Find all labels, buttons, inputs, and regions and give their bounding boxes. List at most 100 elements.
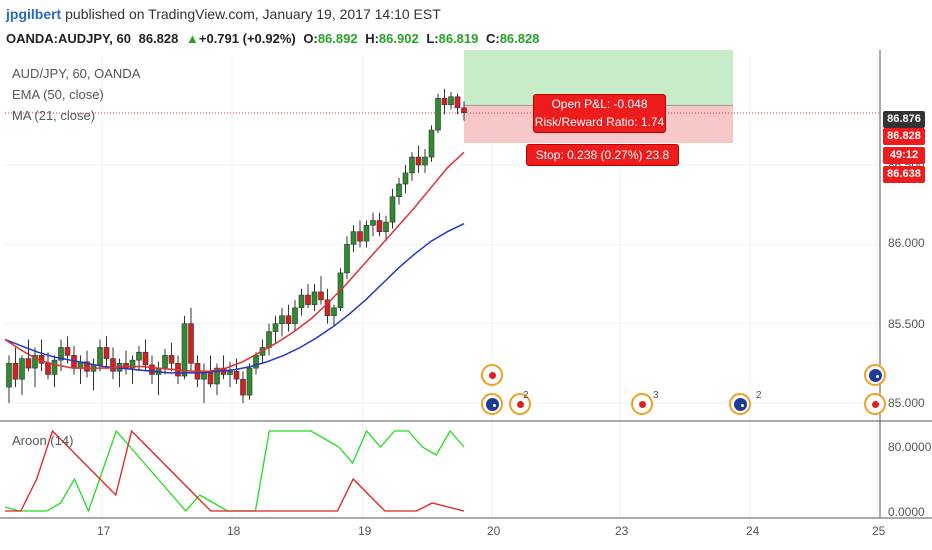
candle-body [441,98,448,106]
quote-bar: OANDA:AUDJPY, 60 86.828 ▲+0.791 (+0.92%)… [0,28,932,50]
candle-body [363,224,370,242]
candle-body [350,231,357,245]
candle-body [415,156,422,166]
candle-body [344,244,350,274]
event-count: 2 [756,390,762,401]
candle-body [240,378,246,396]
candle-body [110,358,116,372]
time-label-20: 20 [487,524,501,538]
au-flag-icon [486,398,499,411]
price-tick-85500: 85.500 [888,317,925,331]
candle-body [25,358,32,369]
author-link[interactable]: jpgilbert [6,6,62,22]
close-value: 86.828 [499,31,540,46]
candle-body [402,172,409,185]
aroon-tick-80: 80.0000 [888,440,932,454]
candle-body [129,359,136,369]
candle-body [207,370,214,385]
chart-canvas[interactable] [0,50,932,550]
event-dot-icon [872,401,879,408]
candle-body [84,361,90,372]
candle-body [448,96,454,106]
publish-header: jpgilbert published on TradingView.com, … [0,0,932,28]
economic-event-marker[interactable] [631,393,653,415]
candle-body [311,291,318,305]
candle-body [253,355,259,369]
event-dot-icon [489,372,496,379]
event-dot-icon [517,401,524,408]
candle-body [389,196,396,223]
ma-21-line [4,151,465,373]
open-value: 86.892 [317,31,358,46]
candle-body [318,291,324,301]
time-label-24: 24 [746,524,760,538]
candle-body [142,351,149,366]
economic-event-marker[interactable] [481,364,503,386]
price-box-upper: 86.876 [883,111,925,128]
candle-body [51,359,58,375]
au-flag-icon [869,369,882,382]
bar-countdown: 49:12 [883,147,925,164]
candle-body [233,370,240,380]
candle-body [422,156,428,166]
high-label: H: [365,31,379,46]
ma-legend[interactable]: MA (21, close) [12,108,96,123]
candle-body [454,96,461,109]
candle-body [103,347,110,359]
aroon-legend[interactable]: Aroon (14) [12,433,74,448]
chart-title: AUD/JPY, 60, OANDA [12,66,141,81]
aroon-up-line [4,429,465,513]
au-flag-icon [734,398,747,411]
candle-body [324,299,331,317]
candle-body [58,347,64,361]
candle-body [136,351,142,361]
last-price: 86.828 [138,31,179,46]
candle-body [227,370,233,375]
candle-body [266,331,272,348]
risk-reward: Risk/Reward Ratio: 1.74 [534,115,665,129]
close-label: C: [485,31,500,46]
candle-body [188,323,194,364]
low-value: 86.819 [438,31,479,46]
price-box-last: 86.828 [883,128,925,145]
time-label-18: 18 [227,524,241,538]
ema-50-line [4,223,465,374]
candle-body [149,364,155,375]
economic-event-marker[interactable] [729,393,751,415]
price-tick-85000: 85.000 [888,396,925,410]
economic-event-marker[interactable] [481,393,503,415]
candle-body [292,307,298,324]
publish-info: published on TradingView.com, January 19… [61,6,441,22]
time-label-25: 25 [872,524,886,538]
candle-body [45,363,51,375]
economic-event-marker[interactable] [864,393,886,415]
candle-body [331,307,337,317]
candle-body [396,183,402,198]
symbol-label[interactable]: OANDA:AUDJPY, 60 [6,31,131,46]
price-tick-86000: 86.000 [888,236,925,250]
candle-body [246,367,253,396]
ema-legend[interactable]: EMA (50, close) [12,87,104,102]
stop-info-box[interactable]: Stop: 0.238 (0.27%) 23.8 [526,144,679,166]
candle-body [64,347,71,356]
aroon-down-line [5,429,465,512]
time-label-23: 23 [615,524,629,538]
candle-body [12,363,19,380]
candle-body [272,323,279,332]
candle-body [214,367,220,385]
aroon-tick-0: 0.0000 [888,505,925,519]
position-info-box[interactable]: Open P&L: -0.048 Risk/Reward Ratio: 1.74 [533,94,666,133]
event-dot-icon [639,401,646,408]
economic-event-marker[interactable] [509,393,531,415]
candle-body [370,220,376,226]
event-count: 2 [523,390,529,401]
time-label-17: 17 [97,524,111,538]
time-label-19: 19 [358,524,372,538]
economic-event-marker[interactable] [864,364,886,386]
event-count: 3 [653,390,659,401]
candle-body [376,220,383,232]
candle-body [383,221,389,232]
candle-body [285,315,292,324]
candle-body [305,294,311,305]
candle-body [97,347,103,366]
